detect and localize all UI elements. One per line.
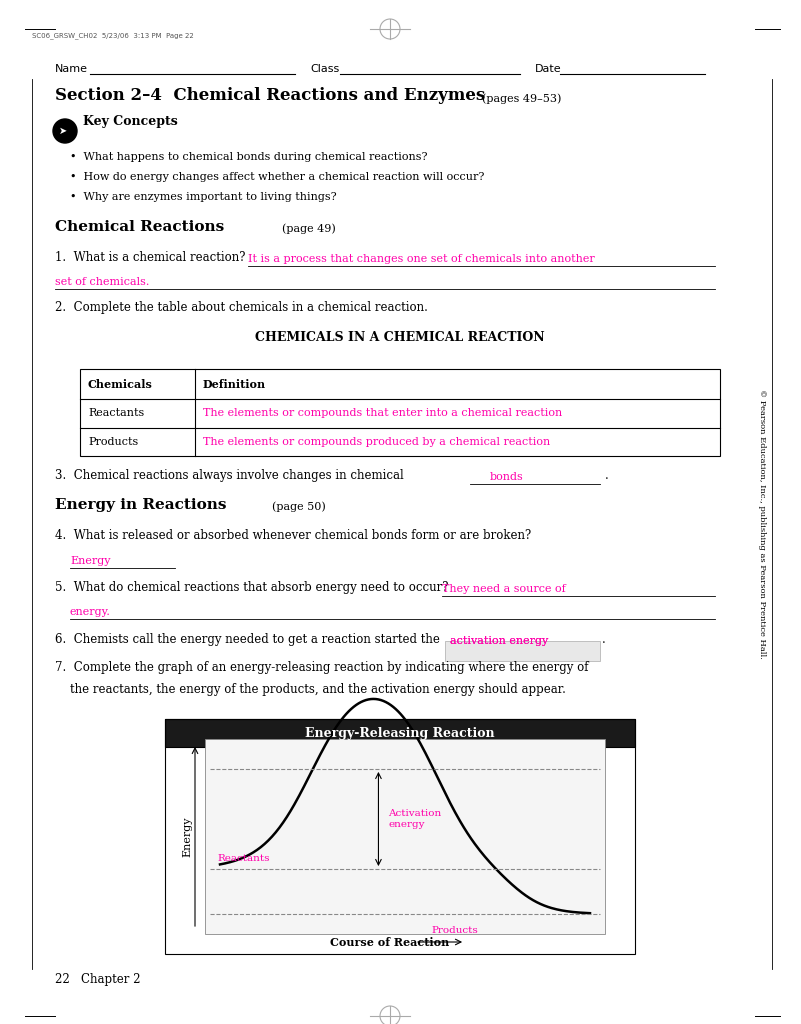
Text: 4.  What is released or absorbed whenever chemical bonds form or are broken?: 4. What is released or absorbed whenever… (55, 529, 531, 542)
Text: Chemicals: Chemicals (88, 379, 153, 389)
Text: Reactants: Reactants (217, 854, 269, 863)
Text: energy.: energy. (70, 607, 111, 617)
Text: •  How do energy changes affect whether a chemical reaction will occur?: • How do energy changes affect whether a… (70, 172, 485, 182)
Text: The elements or compounds that enter into a chemical reaction: The elements or compounds that enter int… (203, 409, 562, 419)
Text: bonds: bonds (490, 472, 524, 482)
Circle shape (53, 119, 77, 143)
Text: It is a process that changes one set of chemicals into another: It is a process that changes one set of … (248, 254, 595, 264)
Text: •  What happens to chemical bonds during chemical reactions?: • What happens to chemical bonds during … (70, 152, 428, 162)
Text: 2.  Complete the table about chemicals in a chemical reaction.: 2. Complete the table about chemicals in… (55, 301, 428, 314)
Text: SC06_GRSW_CH02  5/23/06  3:13 PM  Page 22: SC06_GRSW_CH02 5/23/06 3:13 PM Page 22 (32, 32, 194, 39)
Text: Name: Name (55, 63, 88, 74)
Text: .: . (602, 633, 606, 646)
Text: •  Why are enzymes important to living things?: • Why are enzymes important to living th… (70, 191, 336, 202)
Text: Section 2–4  Chemical Reactions and Enzymes: Section 2–4 Chemical Reactions and Enzym… (55, 87, 485, 104)
Text: Reactants: Reactants (88, 409, 144, 419)
Text: the reactants, the energy of the products, and the activation energy should appe: the reactants, the energy of the product… (70, 683, 566, 696)
Text: They need a source of: They need a source of (442, 584, 566, 594)
Text: Energy in Reactions: Energy in Reactions (55, 498, 227, 512)
Text: 6.  Chemists call the energy needed to get a reaction started the: 6. Chemists call the energy needed to ge… (55, 633, 440, 646)
Text: 5.  What do chemical reactions that absorb energy need to occur?: 5. What do chemical reactions that absor… (55, 581, 449, 594)
Text: Key Concepts: Key Concepts (83, 115, 178, 128)
Bar (165, 719, 635, 954)
Text: Activation
energy: Activation energy (388, 809, 441, 828)
Bar (80, 369, 720, 456)
Text: 1.  What is a chemical reaction?: 1. What is a chemical reaction? (55, 251, 245, 264)
Text: ➤: ➤ (59, 126, 67, 136)
Text: CHEMICALS IN A CHEMICAL REACTION: CHEMICALS IN A CHEMICAL REACTION (256, 331, 545, 344)
Text: © Pearson Education, Inc., publishing as Pearson Prentice Hall.: © Pearson Education, Inc., publishing as… (758, 389, 766, 658)
Text: Products: Products (432, 926, 478, 935)
Text: Date: Date (535, 63, 562, 74)
Text: .: . (605, 469, 609, 482)
Text: 22   Chapter 2: 22 Chapter 2 (55, 973, 140, 986)
Text: Chemical Reactions: Chemical Reactions (55, 220, 224, 234)
Text: (page 49): (page 49) (282, 223, 336, 234)
Text: Course of Reaction: Course of Reaction (330, 937, 449, 947)
Text: (pages 49–53): (pages 49–53) (482, 93, 562, 104)
Text: Class: Class (310, 63, 340, 74)
Text: (page 50): (page 50) (272, 502, 326, 512)
Text: Energy: Energy (182, 816, 192, 857)
Bar (445, 641, 600, 662)
Text: set of chemicals.: set of chemicals. (55, 278, 149, 287)
Text: Definition: Definition (203, 379, 266, 389)
Text: The elements or compounds produced by a chemical reaction: The elements or compounds produced by a … (203, 437, 550, 447)
Text: 7.  Complete the graph of an energy-releasing reaction by indicating where the e: 7. Complete the graph of an energy-relea… (55, 662, 589, 674)
Bar (205, 739, 605, 934)
Text: activation energy: activation energy (450, 636, 548, 646)
Text: activation energy: activation energy (450, 636, 548, 646)
Bar (165, 719, 635, 746)
Text: 3.  Chemical reactions always involve changes in chemical: 3. Chemical reactions always involve cha… (55, 469, 404, 482)
Text: Energy: Energy (70, 556, 111, 566)
Text: Products: Products (88, 437, 139, 447)
Text: Energy-Releasing Reaction: Energy-Releasing Reaction (305, 726, 495, 739)
